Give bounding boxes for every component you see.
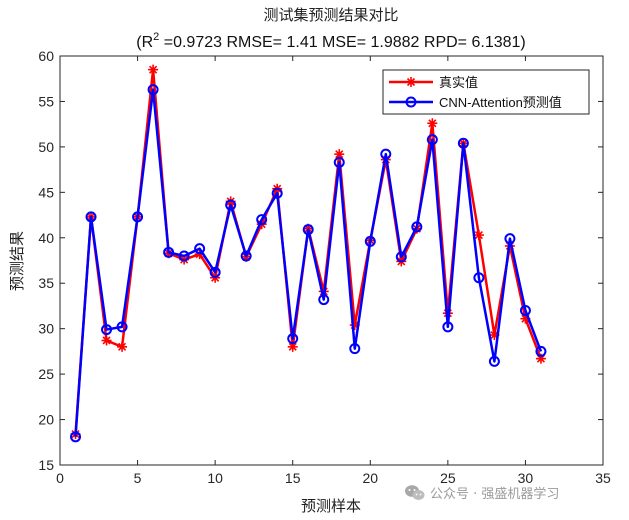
wechat-icon [405, 484, 425, 500]
y-tick-label: 30 [38, 321, 54, 337]
x-axis-label: 预测样本 [301, 497, 361, 515]
pred-point [209, 266, 221, 278]
legend-marker-true [406, 77, 416, 87]
x-tick-label: 5 [134, 470, 142, 486]
x-tick-label: 20 [362, 470, 378, 486]
chart-title: 测试集预测结果对比 [263, 6, 398, 24]
true-point [287, 341, 298, 352]
pred-point [101, 324, 113, 336]
pred-point [426, 134, 438, 146]
series-line-pred [74, 88, 543, 437]
pred-point [132, 211, 144, 223]
pred-point [302, 224, 314, 236]
subtitle-prefix: (R [136, 34, 153, 51]
y-tick-label: 35 [38, 275, 54, 291]
y-tick-label: 55 [38, 93, 54, 109]
legend-box [382, 69, 590, 115]
pred-point [519, 304, 531, 316]
pred-point [240, 250, 252, 262]
pred-point [457, 137, 469, 149]
pred-point [364, 235, 376, 247]
pred-point [163, 246, 175, 258]
true-point [117, 341, 128, 352]
pred-point [333, 156, 345, 168]
pred-point [395, 251, 407, 263]
true-point [427, 118, 438, 129]
watermark: 公众号 · 强盛机器学习 [404, 483, 559, 502]
pred-point [287, 333, 299, 345]
pred-point [70, 431, 82, 443]
pred-point [225, 199, 237, 211]
chart-subtitle: (R2 =0.9723 RMSE= 1.41 MSE= 1.9882 RPD= … [136, 31, 525, 51]
pred-point [442, 321, 454, 333]
pred-point [116, 321, 128, 333]
legend: 真实值 CNN-Attention预测值 [382, 69, 590, 115]
y-tick-label: 50 [38, 139, 54, 155]
x-tick-label: 15 [285, 470, 301, 486]
pred-point [535, 345, 547, 357]
x-tick-label: 25 [440, 470, 456, 486]
x-tick-label: 10 [207, 470, 223, 486]
x-tick-label: 30 [518, 470, 534, 486]
y-tick-label: 20 [38, 412, 54, 428]
pred-point [271, 187, 283, 199]
pred-point [488, 355, 500, 367]
pred-point [85, 211, 97, 223]
pred-point [178, 250, 190, 262]
true-point [148, 64, 159, 75]
subtitle-sup: 2 [153, 31, 159, 43]
y-axis-label: 预测结果 [8, 231, 26, 291]
y-tick-label: 15 [38, 457, 54, 473]
y-tick-label: 45 [38, 184, 54, 200]
y-tick-label: 60 [38, 48, 54, 64]
legend-label-true: 真实值 [439, 75, 478, 91]
legend-marker-pred [405, 96, 417, 108]
x-tick-label: 35 [595, 470, 611, 486]
y-tick-label: 40 [38, 230, 54, 246]
pred-point [318, 294, 330, 306]
pred-point [194, 243, 206, 255]
pred-point [504, 233, 516, 245]
plot-frame [59, 55, 604, 466]
pred-point [473, 272, 485, 284]
legend-label-pred: CNN-Attention预测值 [439, 95, 562, 110]
pred-point [147, 84, 159, 96]
true-point [101, 335, 112, 346]
watermark-text: 公众号 · 强盛机器学习 [430, 487, 560, 502]
subtitle-rest: =0.9723 RMSE= 1.41 MSE= 1.9882 RPD= 6.13… [159, 34, 525, 51]
true-point [473, 230, 484, 241]
y-tick-label: 25 [38, 366, 54, 382]
x-tick-label: 0 [56, 470, 64, 486]
pred-point [380, 148, 392, 160]
pred-point [349, 343, 361, 355]
pred-point [411, 221, 423, 233]
pred-point [256, 214, 268, 226]
